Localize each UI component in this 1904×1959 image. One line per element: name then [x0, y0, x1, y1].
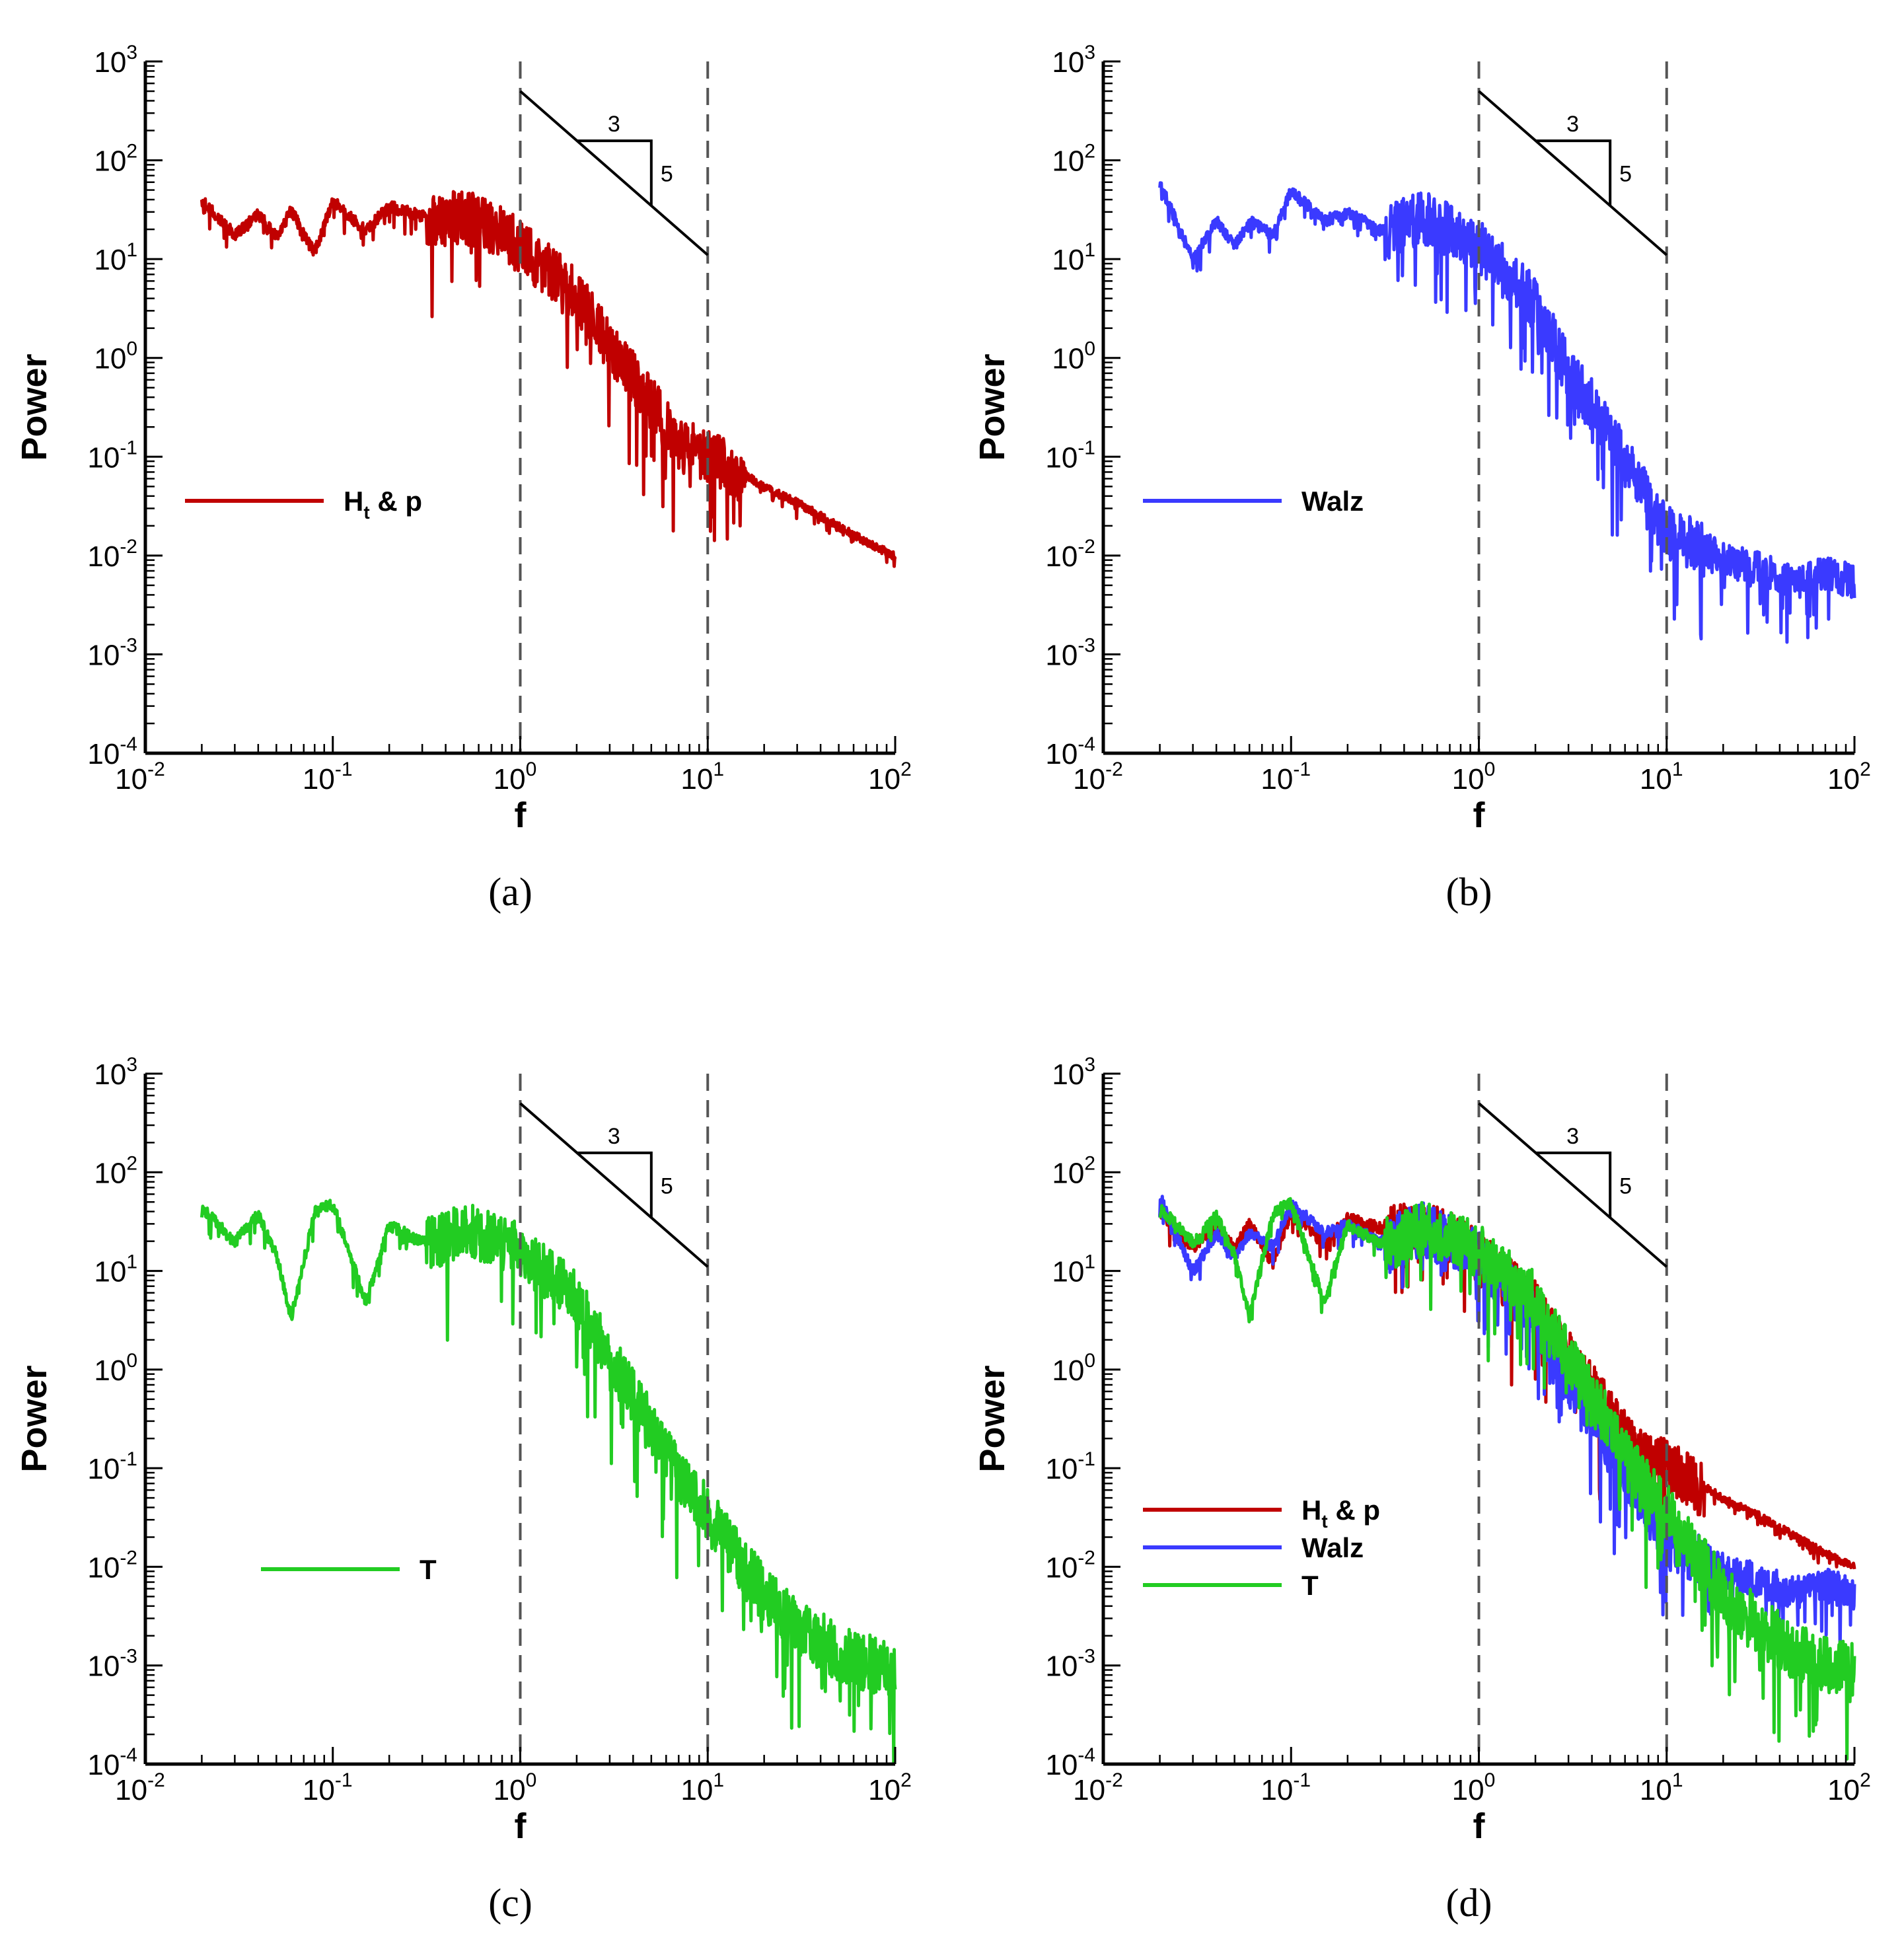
y-tick-label: 103	[94, 1054, 137, 1091]
y-tick-label: 10-3	[87, 1646, 137, 1683]
slope-line	[519, 1102, 709, 1268]
y-tick-label: 10-2	[1045, 536, 1095, 573]
y-axis-title: Power	[972, 353, 1012, 461]
legend-label-0: Walz	[1301, 486, 1364, 517]
y-tick-label: 102	[94, 1152, 137, 1189]
y-tick-label: 101	[1052, 239, 1095, 276]
series-line-walz	[1158, 181, 1856, 644]
y-tick-label: 103	[1052, 42, 1095, 79]
series-line-t	[1158, 1197, 1856, 1761]
x-tick-label: 101	[1640, 758, 1683, 795]
x-tick-label: 10-2	[115, 758, 165, 795]
legend-label-0: Ht & p	[1301, 1495, 1380, 1532]
legend-label-2: T	[1301, 1570, 1319, 1601]
legend: T	[261, 1554, 437, 1585]
panel-caption: (b)	[1446, 870, 1492, 914]
x-tick-label: 10-2	[115, 1769, 165, 1806]
x-axis-title: f	[1473, 1806, 1486, 1846]
y-tick-label: 10-2	[1045, 1547, 1095, 1584]
slope-run-label: 3	[608, 1124, 620, 1149]
series-line-ht-p	[200, 190, 897, 568]
x-tick-label: 10-2	[1073, 758, 1123, 795]
y-tick-label: 10-1	[87, 1448, 137, 1485]
y-tick-label: 10-2	[87, 536, 137, 573]
slope-rise-label: 5	[1619, 1173, 1632, 1199]
y-axis-title: Power	[15, 1365, 54, 1472]
x-axis-title: f	[515, 1806, 527, 1846]
x-axis-title: f	[515, 795, 527, 835]
y-axis-title: Power	[15, 353, 54, 461]
panel-caption: (c)	[488, 1881, 532, 1925]
slope-line	[519, 90, 709, 256]
y-tick-label: 10-1	[1045, 1448, 1095, 1485]
y-tick-label: 10-2	[87, 1547, 137, 1584]
x-axis-title: f	[1473, 795, 1486, 835]
y-tick-label: 100	[1052, 1350, 1095, 1387]
legend-label-0: T	[420, 1554, 437, 1585]
x-tick-label: 102	[1827, 1769, 1871, 1806]
y-tick-label: 100	[94, 338, 137, 375]
x-tick-label: 102	[868, 1769, 912, 1806]
x-tick-label: 100	[1452, 758, 1496, 795]
legend: Walz	[1143, 486, 1364, 517]
y-tick-label: 103	[94, 42, 137, 79]
legend-label-1: Walz	[1301, 1532, 1364, 1563]
y-tick-label: 100	[1052, 338, 1095, 375]
x-tick-label: 10-1	[1261, 758, 1311, 795]
x-tick-label: 101	[680, 758, 724, 795]
x-tick-label: 102	[868, 758, 912, 795]
y-tick-label: 10-3	[1045, 1646, 1095, 1683]
slope-triangle	[576, 139, 653, 207]
panel-caption: (a)	[488, 870, 532, 914]
panel-caption: (d)	[1446, 1881, 1492, 1925]
slope-line	[1478, 1102, 1668, 1268]
y-tick-label: 10-3	[87, 634, 137, 671]
slope-triangle	[1535, 139, 1612, 207]
slope-run-label: 3	[1566, 1124, 1579, 1149]
legend-label-0: Ht & p	[344, 486, 422, 523]
y-tick-label: 102	[1052, 1152, 1095, 1189]
y-tick-label: 101	[94, 239, 137, 276]
panel-b: 3 5 10-2 10-1 100 101 102 10-4 10-3 10-2 10-1 100 10…	[972, 42, 1871, 914]
y-tick-label: 102	[1052, 141, 1095, 178]
x-tick-label: 10-1	[1261, 1769, 1311, 1806]
y-tick-label: 10-1	[1045, 437, 1095, 474]
slope-rise-label: 5	[1619, 162, 1632, 187]
series-line-t	[200, 1199, 897, 1764]
y-tick-label: 10-1	[87, 437, 137, 474]
x-tick-label: 10-2	[1073, 1769, 1123, 1806]
y-tick-label: 101	[94, 1251, 137, 1288]
x-tick-label: 101	[680, 1769, 724, 1806]
y-tick-label: 103	[1052, 1054, 1095, 1091]
y-tick-label: 10-3	[1045, 634, 1095, 671]
slope-rise-label: 5	[661, 162, 673, 187]
slope-run-label: 3	[1566, 112, 1579, 137]
x-tick-label: 10-1	[303, 1769, 353, 1806]
y-tick-label: 102	[94, 141, 137, 178]
legend: Ht & p	[185, 486, 422, 523]
x-tick-label: 100	[494, 758, 537, 795]
x-tick-label: 102	[1827, 758, 1871, 795]
x-tick-label: 10-1	[303, 758, 353, 795]
x-tick-label: 100	[1452, 1769, 1496, 1806]
slope-triangle	[1535, 1151, 1612, 1218]
y-tick-label: 100	[94, 1350, 137, 1387]
slope-rise-label: 5	[661, 1173, 673, 1199]
slope-line	[1478, 90, 1668, 256]
slope-run-label: 3	[608, 112, 620, 137]
y-tick-label: 10-4	[1045, 733, 1095, 770]
x-tick-label: 101	[1640, 1769, 1683, 1806]
y-axis-title: Power	[972, 1365, 1012, 1472]
y-tick-label: 101	[1052, 1251, 1095, 1288]
slope-triangle	[576, 1151, 653, 1218]
x-tick-label: 100	[494, 1769, 537, 1806]
